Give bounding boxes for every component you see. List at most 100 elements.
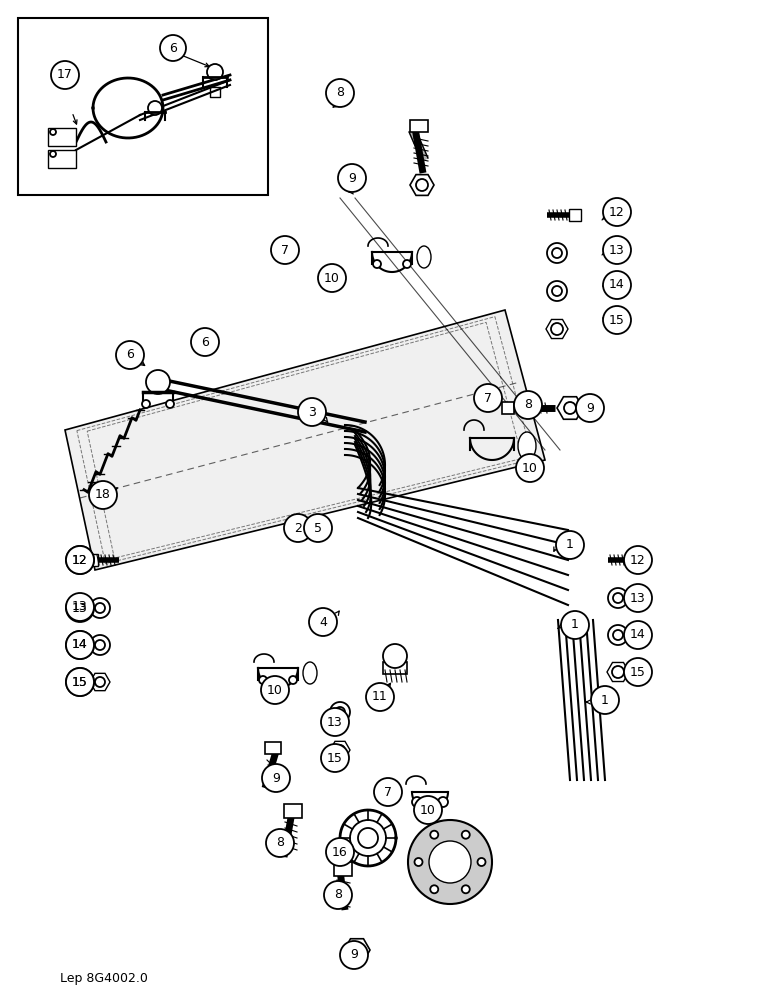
- Text: 1: 1: [566, 538, 574, 552]
- Circle shape: [603, 198, 631, 226]
- Circle shape: [338, 164, 366, 192]
- Circle shape: [462, 831, 469, 839]
- Text: 6: 6: [169, 41, 177, 54]
- Text: 4: 4: [319, 615, 327, 629]
- Circle shape: [474, 384, 502, 412]
- Circle shape: [613, 630, 623, 640]
- Text: 13: 13: [609, 243, 625, 256]
- Text: 16: 16: [332, 846, 348, 858]
- Circle shape: [416, 179, 428, 191]
- Polygon shape: [90, 673, 110, 691]
- Circle shape: [50, 129, 56, 135]
- Circle shape: [146, 370, 170, 394]
- Polygon shape: [330, 741, 350, 759]
- Circle shape: [66, 546, 94, 574]
- Circle shape: [514, 391, 542, 419]
- Circle shape: [148, 101, 162, 115]
- Text: 13: 13: [630, 591, 646, 604]
- Circle shape: [304, 514, 332, 542]
- Text: 8: 8: [334, 888, 342, 902]
- Circle shape: [95, 677, 105, 687]
- Circle shape: [262, 764, 290, 792]
- Circle shape: [289, 676, 297, 684]
- Circle shape: [561, 611, 589, 639]
- Text: 3: 3: [308, 406, 316, 418]
- Ellipse shape: [303, 662, 317, 684]
- Circle shape: [576, 394, 604, 422]
- Polygon shape: [344, 939, 370, 961]
- Text: 7: 7: [281, 243, 289, 256]
- Circle shape: [624, 658, 652, 686]
- Circle shape: [166, 400, 174, 408]
- Circle shape: [603, 271, 631, 299]
- Circle shape: [462, 885, 469, 893]
- Circle shape: [324, 881, 352, 909]
- Bar: [48, 150, 76, 168]
- Circle shape: [330, 702, 350, 722]
- Circle shape: [66, 668, 94, 696]
- Circle shape: [335, 707, 345, 717]
- Circle shape: [326, 838, 354, 866]
- Bar: [86, 554, 98, 566]
- Circle shape: [51, 61, 79, 89]
- Circle shape: [50, 151, 56, 157]
- Circle shape: [95, 640, 105, 650]
- Text: 13: 13: [327, 716, 343, 728]
- Text: 11: 11: [372, 690, 388, 704]
- Circle shape: [415, 858, 422, 866]
- Text: 10: 10: [420, 804, 436, 816]
- Circle shape: [191, 328, 219, 356]
- Circle shape: [373, 260, 381, 268]
- Circle shape: [321, 708, 349, 736]
- Polygon shape: [557, 397, 583, 419]
- Text: 14: 14: [630, 629, 646, 642]
- Text: 12: 12: [609, 206, 625, 219]
- Circle shape: [624, 621, 652, 649]
- Polygon shape: [65, 310, 545, 570]
- Text: 15: 15: [327, 752, 343, 764]
- Circle shape: [116, 341, 144, 369]
- Text: 13: 13: [72, 601, 88, 614]
- Circle shape: [340, 941, 368, 969]
- Circle shape: [591, 686, 619, 714]
- Circle shape: [547, 281, 567, 301]
- Bar: [265, 742, 281, 754]
- Circle shape: [429, 841, 471, 883]
- Circle shape: [552, 248, 562, 258]
- Bar: [410, 120, 428, 132]
- Bar: [502, 402, 514, 414]
- Circle shape: [366, 683, 394, 711]
- Circle shape: [551, 323, 563, 335]
- Circle shape: [266, 829, 294, 857]
- Circle shape: [613, 593, 623, 603]
- Circle shape: [414, 796, 442, 824]
- Polygon shape: [546, 319, 568, 339]
- Circle shape: [298, 398, 326, 426]
- Text: 15: 15: [630, 666, 646, 678]
- Text: 9: 9: [350, 948, 358, 962]
- Text: 7: 7: [484, 391, 492, 404]
- Text: 8: 8: [276, 836, 284, 850]
- Bar: [48, 128, 76, 146]
- Circle shape: [66, 593, 94, 621]
- Text: 1: 1: [571, 618, 579, 632]
- Text: 10: 10: [522, 462, 538, 475]
- Text: 6: 6: [126, 349, 134, 361]
- Text: 9: 9: [348, 172, 356, 184]
- Text: 8: 8: [336, 87, 344, 100]
- Circle shape: [358, 828, 378, 848]
- Circle shape: [612, 666, 624, 678]
- Circle shape: [408, 820, 492, 904]
- Circle shape: [284, 514, 312, 542]
- Circle shape: [89, 481, 117, 509]
- Text: 15: 15: [609, 314, 625, 326]
- Text: 14: 14: [72, 639, 88, 652]
- Text: 5: 5: [314, 522, 322, 534]
- Text: 15: 15: [72, 676, 88, 688]
- Circle shape: [374, 778, 402, 806]
- Bar: [334, 862, 352, 876]
- Circle shape: [351, 944, 363, 956]
- Bar: [383, 662, 407, 674]
- Ellipse shape: [417, 246, 431, 268]
- Text: 14: 14: [72, 639, 88, 652]
